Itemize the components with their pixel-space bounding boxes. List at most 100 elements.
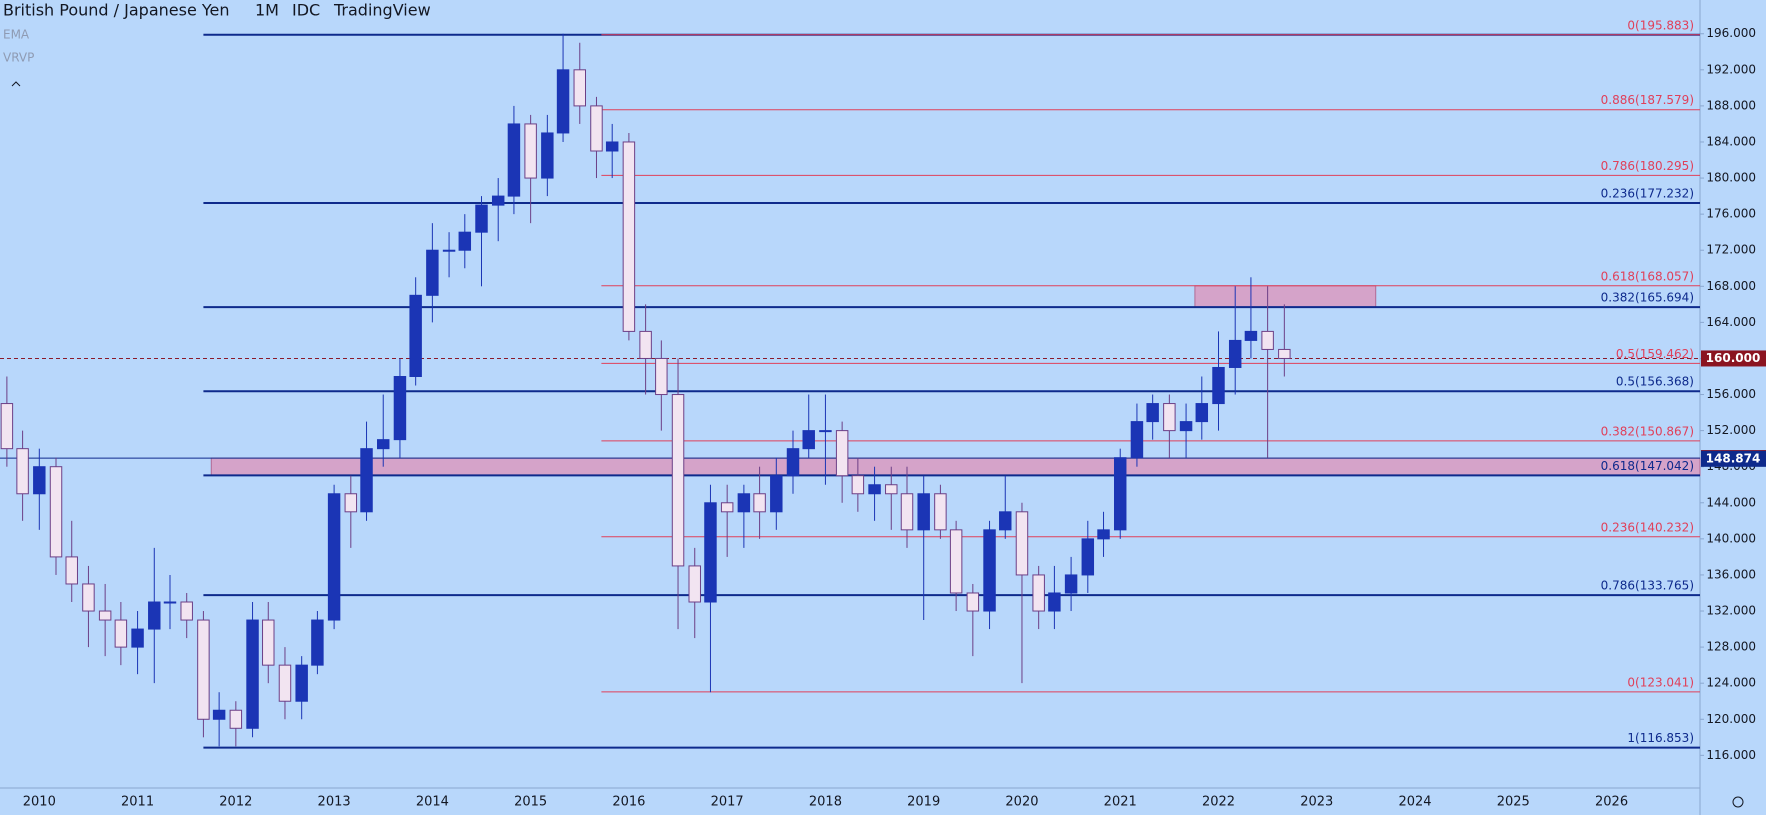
candle-body <box>1032 574 1045 612</box>
y-tick-label: 120.000 <box>1706 712 1756 726</box>
candle-body <box>114 619 128 648</box>
indicator[interactable]: VRVP <box>3 51 34 65</box>
candle-body <box>98 610 112 621</box>
y-tick-label: 132.000 <box>1706 604 1756 618</box>
x-tick-label: 2013 <box>318 795 351 810</box>
indicator[interactable]: EMA <box>3 28 30 42</box>
candle-body <box>377 439 390 450</box>
x-tick-label: 2021 <box>1104 795 1137 810</box>
candle-body <box>197 619 210 720</box>
symbol: British Pound / Japanese Yen <box>3 1 230 20</box>
candle-body <box>311 619 324 666</box>
candle-body <box>491 195 505 206</box>
candle-body <box>1081 538 1095 576</box>
candle-body <box>0 403 14 450</box>
candle-body <box>1179 421 1193 432</box>
candle-body <box>868 484 881 495</box>
y-tick-label: 180.000 <box>1706 171 1756 185</box>
candle-body <box>33 466 46 495</box>
candle-body <box>180 601 193 621</box>
candle-body <box>851 475 865 495</box>
candle-body <box>393 376 407 441</box>
collapse-icon[interactable] <box>11 81 21 87</box>
y-tick-label: 128.000 <box>1706 640 1756 654</box>
candle-body <box>835 430 849 477</box>
settings-icon[interactable] <box>1732 796 1744 808</box>
candle-body <box>82 583 95 612</box>
candle-body <box>163 601 177 604</box>
y-tick-label: 140.000 <box>1706 531 1756 545</box>
fib-label: 0.382(150.867) <box>1601 424 1694 438</box>
price-tag-label: 160.000 <box>1706 351 1761 365</box>
y-tick-label: 184.000 <box>1706 134 1756 148</box>
zone <box>1194 285 1377 308</box>
candle-body <box>885 484 898 495</box>
source: IDC <box>292 1 320 20</box>
candle-body <box>770 475 783 513</box>
y-tick-label: 144.000 <box>1706 495 1756 509</box>
candle-body <box>983 529 996 612</box>
fib-label: 0.618(147.042) <box>1601 459 1694 473</box>
candle-body <box>639 330 652 359</box>
fib-label: 0.786(180.295) <box>1601 159 1694 173</box>
candle-body <box>541 132 554 179</box>
candle-body <box>1228 339 1242 368</box>
candle-body <box>262 619 275 666</box>
fib-label: 0(123.041) <box>1627 675 1694 689</box>
fib-label: 0.886(187.579) <box>1601 93 1694 107</box>
fib-label: 0.618(168.057) <box>1601 269 1694 283</box>
candle-body <box>16 448 29 495</box>
candle-body <box>278 664 292 702</box>
platform: TradingView <box>333 1 431 20</box>
y-tick-label: 156.000 <box>1706 387 1756 401</box>
x-tick-label: 2012 <box>219 795 252 810</box>
candle-body <box>131 628 144 648</box>
candle-body <box>704 502 717 603</box>
fib-label: 1(116.853) <box>1627 731 1694 745</box>
candle-body <box>1212 366 1225 405</box>
candle-body <box>426 249 439 296</box>
y-tick-label: 176.000 <box>1706 207 1756 221</box>
price-tag <box>1701 450 1766 467</box>
candle-body <box>737 493 751 513</box>
y-tick-label: 124.000 <box>1706 676 1756 690</box>
x-tick-label: 2019 <box>907 795 940 810</box>
candle-body <box>1015 511 1029 576</box>
candle-body <box>507 123 521 197</box>
candle-body <box>556 69 570 134</box>
candle-body <box>753 493 766 513</box>
fib-label: 0.236(177.232) <box>1601 187 1694 201</box>
candle-body <box>934 493 947 531</box>
candle-body <box>590 105 603 152</box>
x-tick-label: 2010 <box>23 795 56 810</box>
y-tick-label: 192.000 <box>1706 62 1756 76</box>
candle-body <box>1261 330 1274 350</box>
candle-body <box>1113 457 1127 531</box>
candle-body <box>1163 403 1176 432</box>
fib-label: 0.5(156.368) <box>1616 375 1694 389</box>
candle-body <box>360 448 373 513</box>
candle-body <box>688 565 701 603</box>
candle-body <box>1064 574 1078 594</box>
candle-body <box>212 709 226 720</box>
fib-label: 0.786(133.765) <box>1601 579 1694 593</box>
x-tick-label: 2017 <box>711 795 744 810</box>
candle-body <box>295 664 308 702</box>
price-tag <box>1701 350 1766 367</box>
candle-body <box>802 430 815 450</box>
candle-body <box>605 141 619 152</box>
candle-body <box>966 592 980 612</box>
zone <box>210 457 1701 476</box>
fib-label: 0(195.883) <box>1627 18 1694 32</box>
y-tick-label: 188.000 <box>1706 98 1756 112</box>
y-tick-label: 136.000 <box>1706 567 1756 581</box>
candle-body <box>49 466 63 558</box>
fib-label: 0.5(159.462) <box>1616 347 1694 361</box>
x-tick-label: 2026 <box>1595 795 1628 810</box>
candle-body <box>65 556 78 585</box>
x-tick-label: 2020 <box>1005 795 1038 810</box>
x-tick-label: 2022 <box>1202 795 1235 810</box>
candle-body <box>1195 403 1209 423</box>
candle-body <box>1146 403 1159 423</box>
